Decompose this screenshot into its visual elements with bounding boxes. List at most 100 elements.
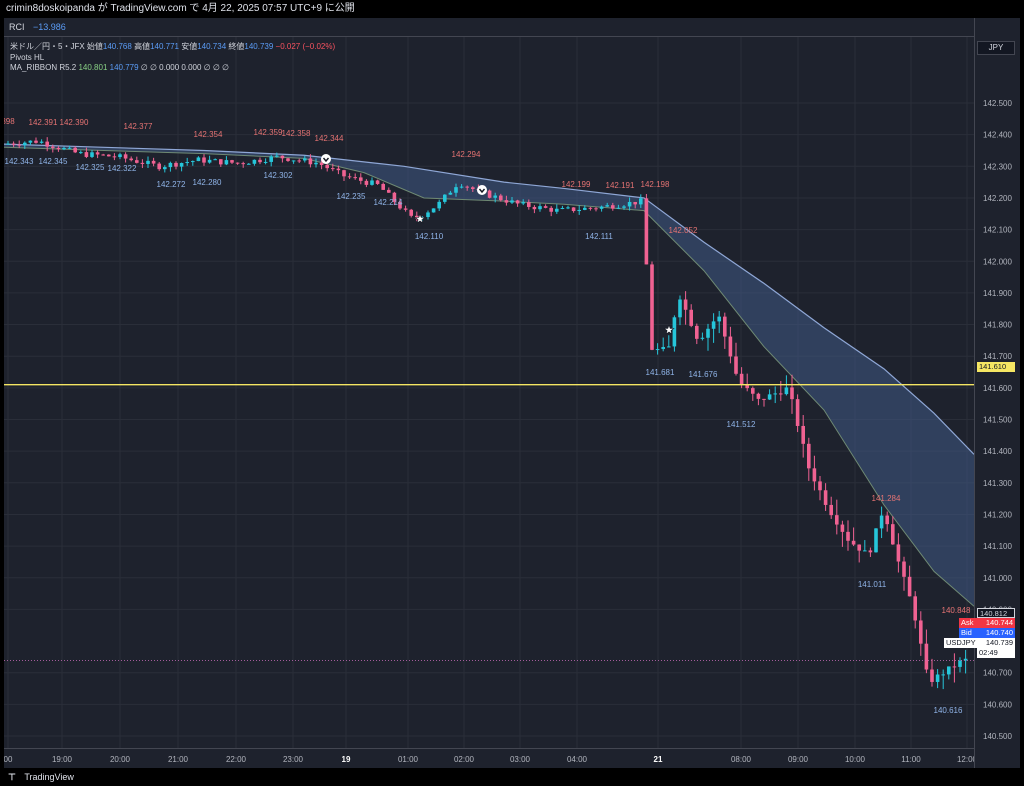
- publish-title: crimin8doskoipanda が TradingView.com で 4…: [6, 3, 355, 14]
- candle: [644, 194, 649, 265]
- candle: [527, 199, 531, 210]
- candle: [258, 157, 262, 165]
- price-axis[interactable]: JPY 142.500 142.400 142.300 142.200 142.100 1…: [944, 18, 1020, 768]
- candle: [790, 374, 794, 414]
- candle: [297, 158, 301, 164]
- legend-pivots-row[interactable]: Pivots HL: [10, 53, 335, 64]
- candle: [325, 162, 329, 172]
- legend-open: 140.768: [102, 42, 132, 51]
- candle: [448, 190, 453, 195]
- candle: [723, 312, 727, 349]
- legend-close-label: 終値: [228, 42, 245, 51]
- legend-pivots: Pivots HL: [10, 52, 45, 62]
- candle: [599, 205, 604, 212]
- candle: [375, 179, 380, 185]
- candle: [935, 669, 940, 689]
- candle: [247, 163, 251, 165]
- candle: [583, 205, 587, 211]
- candle: [129, 156, 133, 162]
- candle: [874, 528, 878, 553]
- candle: [930, 658, 934, 687]
- ma-ribbon: [4, 143, 974, 607]
- candle: [549, 206, 553, 217]
- ribbon-fill: [4, 144, 974, 607]
- pivot-low-label: 142.111: [585, 232, 613, 241]
- candle: [493, 192, 497, 203]
- candle: [23, 141, 27, 149]
- candle: [891, 516, 895, 545]
- candle: [829, 496, 833, 519]
- rci-pane[interactable]: RCI −13.986: [4, 18, 974, 37]
- rci-value: −13.986: [33, 22, 66, 32]
- candle: [151, 157, 156, 167]
- legend-symbol[interactable]: 米ドル／円・5・JFX: [10, 42, 85, 51]
- candle: [532, 205, 537, 214]
- candle: [963, 649, 968, 674]
- candle: [6, 140, 10, 145]
- candle: [56, 145, 61, 152]
- candle: [700, 332, 705, 341]
- candle: [885, 511, 889, 532]
- pivot-high-label: 142.191: [606, 181, 635, 190]
- bid-value: 140.740: [985, 628, 1013, 637]
- candle: [818, 475, 822, 501]
- pivot-high-label: 142.052: [669, 226, 698, 235]
- candle: [717, 310, 721, 334]
- candle: [605, 202, 609, 207]
- pivot-low-label: 141.676: [689, 370, 718, 379]
- candle: [571, 207, 576, 213]
- pivot-high-label: 142.199: [562, 180, 591, 189]
- pivot-high-label: 142.359: [254, 128, 283, 137]
- chart-container[interactable]: RCI −13.986 米ドル／円・5・JFX 始値140.768 高値140.…: [4, 18, 1020, 768]
- legend-ribbon-row[interactable]: MA_RIBBON R5.2 140.801 140.779 ∅ ∅ 0.000…: [10, 63, 335, 74]
- candle: [11, 141, 16, 148]
- candle: [207, 155, 212, 164]
- price-axis-labels: 142.500 142.400 142.300 142.200 142.100 142.0…: [983, 99, 1012, 741]
- pivot-low-label: 142.214: [374, 198, 403, 207]
- legend-low: 140.734: [197, 42, 227, 51]
- currency-badge[interactable]: JPY: [977, 41, 1015, 55]
- candle: [95, 150, 100, 159]
- candle: [84, 147, 89, 159]
- candle: [538, 203, 542, 212]
- candle: [336, 165, 341, 175]
- candle: [952, 653, 957, 683]
- candle: [835, 499, 839, 535]
- legend-ohlc-row: 米ドル／円・5・JFX 始値140.768 高値140.771 安値140.73…: [10, 42, 335, 53]
- price-plot[interactable]: 398142.391142.390142.377142.354142.35914…: [4, 37, 974, 748]
- time-tick-label: 23:00: [283, 755, 304, 764]
- candle: [403, 205, 408, 212]
- candle: [275, 152, 279, 158]
- candle: [437, 199, 441, 212]
- candle: [919, 611, 923, 656]
- candle: [907, 565, 912, 597]
- star-signal-icon: [663, 324, 675, 335]
- candle: [426, 210, 430, 220]
- candle: [398, 198, 402, 210]
- candle: [67, 145, 72, 150]
- time-axis[interactable]: 00 19:00 20:00 21:00 22:00 23:00 19 01:00 02:00 0…: [4, 748, 978, 768]
- candle: [784, 375, 789, 396]
- candle: [773, 386, 777, 404]
- price-tick-label: 141.600: [983, 384, 1012, 393]
- candle: [958, 657, 962, 673]
- pivot-low-label: 142.302: [264, 171, 293, 180]
- price-tick-label: 142.500: [983, 99, 1012, 108]
- candle: [622, 205, 626, 210]
- candle: [185, 157, 189, 166]
- ask-label: Ask: [961, 618, 974, 627]
- candle: [269, 154, 273, 167]
- candle: [342, 169, 346, 181]
- candle: [387, 187, 391, 193]
- candle: [762, 398, 766, 407]
- candle: [807, 437, 811, 481]
- time-tick-label: 20:00: [110, 755, 131, 764]
- candle: [667, 335, 671, 348]
- candle: [314, 158, 318, 168]
- candle: [543, 204, 548, 209]
- candle: [510, 197, 514, 204]
- price-tick-label: 142.200: [983, 194, 1012, 203]
- candle: [219, 159, 223, 167]
- candle: [689, 304, 693, 328]
- time-axis-labels: 00 19:00 20:00 21:00 22:00 23:00 19 01:00 02:00 0…: [4, 755, 978, 764]
